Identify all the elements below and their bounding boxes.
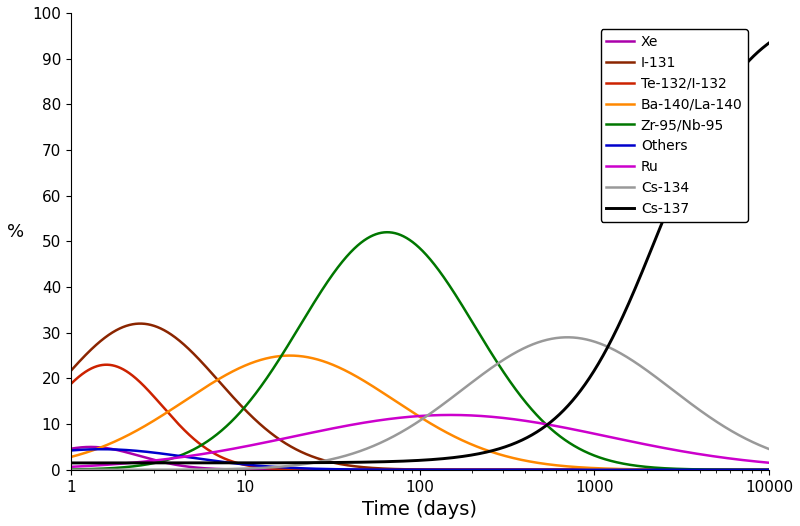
Te-132/I-132 bbox=[66, 381, 75, 387]
Ru bbox=[446, 412, 455, 418]
I-131 bbox=[675, 467, 685, 473]
I-131 bbox=[146, 322, 155, 328]
Others bbox=[334, 466, 343, 472]
Cs-134 bbox=[764, 446, 774, 452]
Line: Te-132/I-132: Te-132/I-132 bbox=[70, 365, 769, 470]
Ru bbox=[187, 452, 197, 459]
Zr-95/Nb-95 bbox=[66, 466, 75, 472]
Ru bbox=[364, 419, 374, 425]
Cs-137 bbox=[334, 459, 343, 466]
Cs-137 bbox=[66, 460, 75, 466]
Cs-137 bbox=[750, 52, 760, 58]
Ba-140/La-140 bbox=[146, 420, 155, 426]
Te-132/I-132 bbox=[675, 467, 685, 473]
Zr-95/Nb-95 bbox=[334, 264, 343, 270]
Line: I-131: I-131 bbox=[70, 323, 769, 470]
Te-132/I-132 bbox=[187, 434, 197, 440]
Cs-134 bbox=[187, 467, 197, 473]
Zr-95/Nb-95 bbox=[675, 466, 685, 472]
I-131 bbox=[66, 368, 75, 374]
Cs-137 bbox=[187, 460, 197, 466]
Others bbox=[146, 449, 155, 456]
Line: Zr-95/Nb-95: Zr-95/Nb-95 bbox=[70, 232, 769, 470]
Ba-140/La-140 bbox=[66, 454, 75, 460]
Ba-140/La-140 bbox=[187, 393, 197, 399]
Others bbox=[97, 446, 106, 452]
I-131 bbox=[750, 467, 760, 473]
Ba-140/La-140 bbox=[364, 381, 374, 387]
Others bbox=[364, 467, 374, 473]
Cs-134 bbox=[334, 454, 343, 461]
Others bbox=[66, 447, 75, 453]
Cs-134 bbox=[562, 334, 572, 340]
Zr-95/Nb-95 bbox=[146, 461, 155, 467]
Cs-137 bbox=[675, 176, 685, 182]
Cs-137 bbox=[364, 459, 374, 465]
Line: Xe: Xe bbox=[70, 447, 769, 470]
Ru bbox=[750, 458, 760, 464]
Xe bbox=[675, 467, 685, 473]
Xe bbox=[86, 444, 95, 450]
Cs-134 bbox=[146, 467, 155, 473]
Te-132/I-132 bbox=[764, 467, 774, 473]
Ba-140/La-140 bbox=[334, 364, 343, 370]
Ru bbox=[146, 458, 155, 464]
Xe bbox=[187, 464, 197, 470]
I-131 bbox=[187, 349, 197, 356]
Others bbox=[764, 467, 774, 473]
Ba-140/La-140 bbox=[675, 467, 685, 473]
Zr-95/Nb-95 bbox=[382, 229, 392, 235]
Te-132/I-132 bbox=[334, 467, 343, 473]
Ba-140/La-140 bbox=[285, 352, 294, 359]
Te-132/I-132 bbox=[146, 390, 155, 396]
Xe bbox=[334, 467, 343, 473]
Y-axis label: %: % bbox=[7, 224, 24, 241]
Cs-134 bbox=[750, 440, 760, 447]
I-131 bbox=[364, 464, 374, 471]
Line: Others: Others bbox=[70, 449, 769, 470]
Cs-137 bbox=[146, 460, 155, 466]
Zr-95/Nb-95 bbox=[750, 467, 760, 473]
Xe bbox=[764, 467, 774, 473]
I-131 bbox=[334, 461, 343, 467]
X-axis label: Time (days): Time (days) bbox=[362, 500, 478, 519]
Cs-134 bbox=[364, 444, 374, 451]
Xe bbox=[146, 456, 155, 462]
Ba-140/La-140 bbox=[764, 467, 774, 473]
Line: Cs-134: Cs-134 bbox=[70, 337, 769, 470]
I-131 bbox=[764, 467, 774, 473]
Te-132/I-132 bbox=[364, 467, 374, 473]
Line: Cs-137: Cs-137 bbox=[70, 43, 769, 463]
Xe bbox=[66, 446, 75, 452]
Others bbox=[675, 467, 685, 473]
Xe bbox=[750, 467, 760, 473]
Ru bbox=[334, 424, 343, 430]
Zr-95/Nb-95 bbox=[764, 467, 774, 473]
Zr-95/Nb-95 bbox=[187, 447, 197, 453]
Cs-134 bbox=[675, 392, 685, 399]
Zr-95/Nb-95 bbox=[364, 234, 374, 240]
Ru bbox=[764, 460, 774, 466]
Line: Ba-140/La-140: Ba-140/La-140 bbox=[70, 356, 769, 470]
Te-132/I-132 bbox=[102, 361, 111, 368]
Ru bbox=[66, 464, 75, 470]
Others bbox=[187, 454, 197, 461]
Cs-137 bbox=[764, 40, 774, 46]
Ru bbox=[675, 448, 685, 454]
I-131 bbox=[135, 320, 145, 327]
Cs-134 bbox=[66, 467, 75, 473]
Others bbox=[750, 467, 760, 473]
Legend: Xe, I-131, Te-132/I-132, Ba-140/La-140, Zr-95/Nb-95, Others, Ru, Cs-134, Cs-137: Xe, I-131, Te-132/I-132, Ba-140/La-140, … bbox=[601, 29, 748, 221]
Line: Ru: Ru bbox=[70, 415, 769, 467]
Xe bbox=[364, 467, 374, 473]
Te-132/I-132 bbox=[750, 467, 760, 473]
Ba-140/La-140 bbox=[750, 467, 760, 473]
